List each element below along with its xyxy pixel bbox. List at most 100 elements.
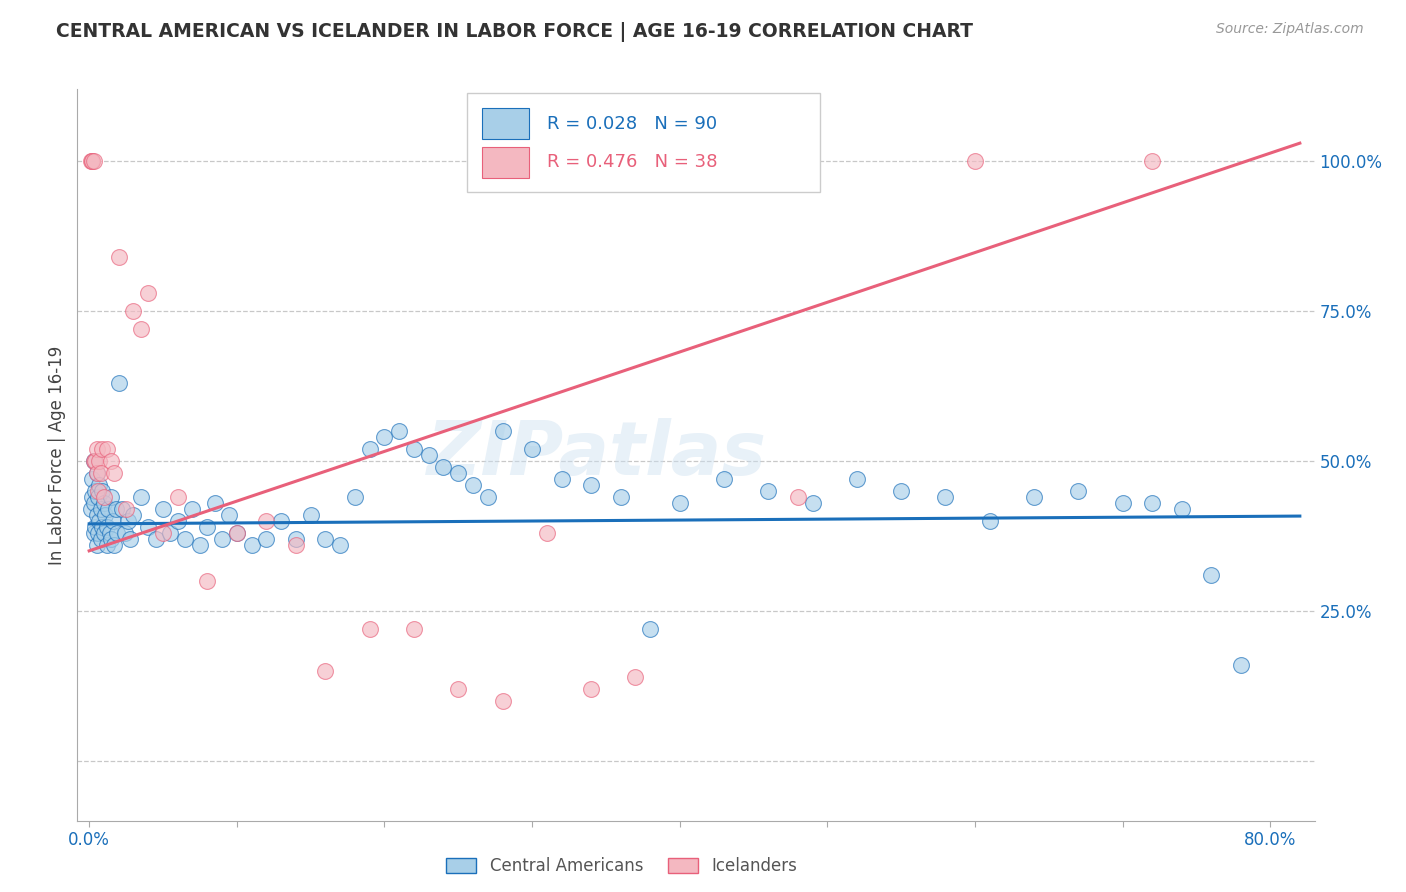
Point [82, 490, 104, 504]
Point [87, 525, 110, 540]
Point [86, 538, 108, 552]
Point [204, 496, 226, 510]
Point [86, 508, 108, 522]
FancyBboxPatch shape [482, 108, 529, 139]
Point [461, 478, 484, 492]
Point [87, 490, 110, 504]
Point [388, 424, 411, 438]
Point [1170, 501, 1192, 516]
Point [82, 472, 104, 486]
Point [1111, 496, 1133, 510]
Point [329, 538, 352, 552]
Point [98, 525, 121, 540]
Point [579, 681, 602, 696]
Point [491, 694, 513, 708]
Point [181, 501, 204, 516]
Point [359, 442, 381, 456]
Point [122, 508, 145, 522]
Point [129, 490, 152, 504]
Point [254, 514, 277, 528]
Point [96, 520, 118, 534]
Point [84, 454, 107, 468]
Point [83, 496, 105, 510]
Point [270, 514, 292, 528]
Point [890, 483, 912, 498]
Point [579, 478, 602, 492]
Point [83, 454, 105, 468]
Point [117, 514, 139, 528]
Point [188, 538, 211, 552]
Point [166, 514, 188, 528]
Point [91, 483, 114, 498]
Point [756, 483, 779, 498]
Point [93, 496, 115, 510]
Point [91, 520, 114, 534]
Point [90, 532, 112, 546]
Point [100, 532, 122, 546]
Point [93, 525, 115, 540]
Point [447, 466, 470, 480]
Point [152, 525, 174, 540]
Point [225, 525, 247, 540]
Point [83, 454, 105, 468]
Point [1022, 490, 1045, 504]
Point [211, 532, 233, 546]
Point [432, 459, 454, 474]
Text: ZIPatlas: ZIPatlas [427, 418, 768, 491]
Point [402, 442, 425, 456]
Point [152, 501, 174, 516]
Point [94, 508, 117, 522]
Point [254, 532, 277, 546]
Point [159, 525, 181, 540]
Point [624, 670, 647, 684]
Point [145, 532, 167, 546]
Point [136, 286, 159, 301]
Point [1140, 496, 1163, 510]
Point [166, 490, 188, 504]
Point [84, 483, 107, 498]
Point [240, 538, 263, 552]
Text: R = 0.476   N = 38: R = 0.476 N = 38 [547, 153, 718, 171]
Point [83, 525, 105, 540]
Text: CENTRAL AMERICAN VS ICELANDER IN LABOR FORCE | AGE 16-19 CORRELATION CHART: CENTRAL AMERICAN VS ICELANDER IN LABOR F… [56, 22, 973, 42]
Point [122, 304, 145, 318]
Point [89, 478, 111, 492]
Point [284, 532, 307, 546]
Point [373, 430, 395, 444]
Point [343, 490, 366, 504]
Point [83, 154, 105, 169]
Point [111, 501, 134, 516]
Point [86, 466, 108, 480]
Text: R = 0.028   N = 90: R = 0.028 N = 90 [547, 114, 717, 133]
FancyBboxPatch shape [467, 93, 820, 192]
Point [195, 520, 218, 534]
Point [447, 681, 470, 696]
Point [136, 520, 159, 534]
Point [104, 501, 127, 516]
Point [96, 442, 118, 456]
Point [91, 442, 114, 456]
Point [218, 508, 240, 522]
Point [536, 525, 558, 540]
Point [638, 622, 661, 636]
Point [668, 496, 690, 510]
Point [845, 472, 868, 486]
Point [1067, 483, 1090, 498]
Point [93, 490, 115, 504]
Point [84, 520, 107, 534]
Point [107, 250, 129, 264]
Point [89, 454, 111, 468]
Point [100, 490, 122, 504]
Point [786, 490, 808, 504]
Point [103, 538, 125, 552]
Point [103, 466, 125, 480]
Point [79, 501, 101, 516]
Point [107, 376, 129, 390]
Point [115, 501, 138, 516]
Point [934, 490, 956, 504]
Point [550, 472, 572, 486]
Point [105, 525, 128, 540]
Point [90, 501, 112, 516]
Point [89, 514, 111, 528]
Point [1199, 567, 1222, 582]
